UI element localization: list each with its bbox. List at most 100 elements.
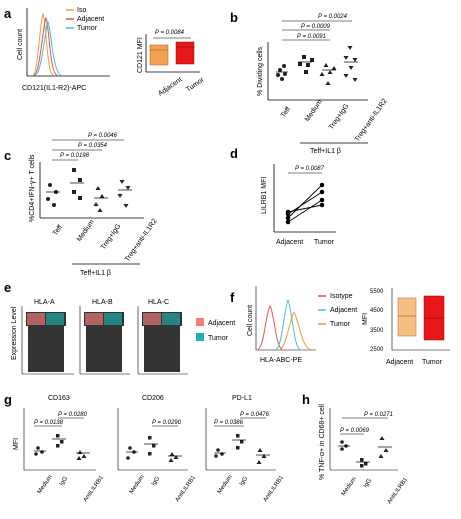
svg-text:AntiLILRB1: AntiLILRB1 xyxy=(83,474,106,503)
panel-f-cat-tumor: Tumor xyxy=(422,359,443,366)
panel-h-cat-igg: IgG xyxy=(363,478,374,490)
panel-c-cat-medium: Medium xyxy=(76,219,96,244)
panel-b-cat-medium: Medium xyxy=(304,99,324,124)
svg-text:P = 0.0290: P = 0.0290 xyxy=(152,420,182,426)
svg-text:IgG: IgG xyxy=(239,476,250,488)
panel-e: e HLA-A HLA-B HLA-C Ex xyxy=(4,280,235,375)
tumor-box xyxy=(175,41,195,65)
panel-b-pval-2: P = 0.0009 xyxy=(301,24,331,30)
panel-h-ylabel: % TNF-α+ in CD68+ cell xyxy=(319,404,326,480)
panel-a: a Cell count CD121(IL1-R2)-APC Iso Adjac… xyxy=(4,6,206,98)
panel-c-points xyxy=(46,168,131,212)
panel-h-cat-anti: AntiLILRB1 xyxy=(387,476,410,505)
panel-d-cat-tumor: Tumor xyxy=(314,239,335,246)
panel-b-cat-treg-anti: Treg+anti-IL1R2 xyxy=(354,98,389,143)
panel-h-p-top: P = 0.0271 xyxy=(364,412,393,418)
panel-h-points xyxy=(340,436,389,468)
svg-text:P = 0.0138: P = 0.0138 xyxy=(34,420,64,426)
svg-text:HLA-C: HLA-C xyxy=(148,299,169,306)
svg-text:P = 0.0476: P = 0.0476 xyxy=(240,412,270,418)
svg-text:Medium: Medium xyxy=(129,474,146,495)
panel-e-legend-tumor: Tumor xyxy=(208,335,229,342)
panel-e-ylabel: Expression Level xyxy=(11,306,18,360)
panel-c-letter: c xyxy=(4,148,11,163)
panel-b-pval-3: P = 0.0091 xyxy=(297,34,326,40)
panel-a-histogram: Cell count CD121(IL1-R2)-APC Iso Adjacen… xyxy=(17,7,110,92)
panel-g-cd163: CD163 P = 0.0280 P = 0.0138 Medium IgG A… xyxy=(23,395,106,503)
panel-d-ylabel: LILRB1 MFI xyxy=(261,177,268,214)
panel-a-hist-xlabel: CD121(IL1-R2)-APC xyxy=(22,85,86,92)
panel-f-legend-adjacent: Adjacent xyxy=(330,307,357,314)
panel-a-hist-ylabel: Cell count xyxy=(17,29,24,60)
svg-text:Medium: Medium xyxy=(37,474,54,495)
panel-b: b % Dividing cells P = 0.0024 P = 0.0009… xyxy=(230,10,389,155)
adjacent-box xyxy=(397,297,417,337)
panel-a-boxplot: P = 0.0084 CD121 MFI Adjacent Tumor xyxy=(137,30,206,98)
panel-c: c %CD4+IFN-γ+ T cells P = 0.0046 P = 0.0… xyxy=(4,133,159,277)
violin-hla-b: HLA-B xyxy=(79,299,130,375)
panel-f-letter: f xyxy=(230,290,235,305)
iso-curve xyxy=(32,12,54,76)
svg-text:AntiLILRB1: AntiLILRB1 xyxy=(263,474,286,503)
svg-text:HLA-A: HLA-A xyxy=(34,299,55,306)
panel-a-pvalue: P = 0.0084 xyxy=(155,30,185,36)
svg-text:2500: 2500 xyxy=(370,347,384,353)
panel-f-hist-ylabel: Cell count xyxy=(247,305,254,336)
svg-text:4500: 4500 xyxy=(370,308,384,314)
panel-c-cat-treg-anti: Treg+anti-IL1R2 xyxy=(124,218,159,263)
svg-text:3500: 3500 xyxy=(370,328,384,334)
legend-tumor: Tumor xyxy=(77,25,98,32)
panel-a-box-ylabel: CD121 MFI xyxy=(137,37,144,73)
panel-f-boxplot: 5500 4500 3500 2500 MFI Adjacent Tumor xyxy=(362,288,450,366)
svg-text:CD163: CD163 xyxy=(48,395,70,402)
svg-text:CD206: CD206 xyxy=(142,395,164,402)
panel-d-pairs xyxy=(285,182,325,225)
svg-text:P = 0.0386: P = 0.0386 xyxy=(214,420,244,426)
legend-iso: Iso xyxy=(77,7,86,14)
panel-h-cat-medium: Medium xyxy=(341,476,358,497)
panel-a-cat-tumor: Tumor xyxy=(185,76,206,94)
panel-e-legend-adjacent: Adjacent xyxy=(208,320,235,327)
panel-b-cat-treg-igg: Treg+IgG xyxy=(328,103,351,131)
adjacent-curve xyxy=(33,16,58,76)
panel-c-cat-teff: Teff xyxy=(52,224,64,237)
svg-text:5500: 5500 xyxy=(370,289,384,295)
panel-c-group-label: Teff+IL1 β xyxy=(80,270,111,277)
panel-b-ylabel: % Dividing cells xyxy=(257,46,264,96)
panel-h: h % TNF-α+ in CD68+ cell P = 0.0271 P = … xyxy=(302,392,409,505)
panel-g-ylabel: MFI xyxy=(13,438,20,450)
svg-text:IgG: IgG xyxy=(59,476,70,488)
adjacent-box xyxy=(149,44,169,66)
panel-d: d LILRB1 MFI P = 0.0087 Adjacent Tumor xyxy=(230,146,336,246)
panel-g: g MFI CD163 P = 0.0280 P = 0.0138 Medium… xyxy=(4,392,285,503)
panel-g-letter: g xyxy=(4,392,12,407)
panel-g-cd206: CD206 P = 0.0290 Medium IgG AntiLILRB1 xyxy=(117,395,198,503)
panel-f-legend-tumor: Tumor xyxy=(330,321,351,328)
panel-a-letter: a xyxy=(4,6,12,21)
panel-e-legend-tumor-swatch xyxy=(196,333,204,341)
panel-c-ylabel: %CD4+IFN-γ+ T cells xyxy=(29,154,36,222)
panel-f-histogram: Cell count HLA-ABC-PE xyxy=(247,286,316,364)
legend-adjacent: Adjacent xyxy=(77,16,104,23)
svg-text:AntiLILRB1: AntiLILRB1 xyxy=(175,474,198,503)
svg-text:IgG: IgG xyxy=(151,476,162,488)
panel-f-box-ylabel: MFI xyxy=(362,313,369,325)
panel-e-letter: e xyxy=(4,280,11,295)
panel-c-pval-1: P = 0.0046 xyxy=(88,133,118,139)
panel-a-cat-adjacent: Adjacent xyxy=(157,76,183,97)
panel-h-p-bottom: P = 0.0069 xyxy=(340,428,370,434)
panel-d-cat-adjacent: Adjacent xyxy=(276,239,303,246)
panel-c-pval-2: P = 0.0354 xyxy=(78,143,108,149)
panel-f: f Cell count HLA-ABC-PE Isotype Adjacent… xyxy=(230,286,450,366)
panel-c-cat-treg-igg: Treg+IgG xyxy=(100,223,123,251)
panel-g-pdl1: PD-L1 P = 0.0476 P = 0.0386 Medium IgG A… xyxy=(205,395,286,503)
violin-hla-a: HLA-A xyxy=(21,299,74,375)
panel-h-letter: h xyxy=(302,392,310,407)
panel-b-letter: b xyxy=(230,10,238,25)
panel-f-cat-adjacent: Adjacent xyxy=(386,359,413,366)
tumor-curve xyxy=(34,20,62,76)
panel-b-group-label: Teff+IL1 β xyxy=(310,148,341,155)
svg-text:P = 0.0280: P = 0.0280 xyxy=(58,412,88,418)
panel-b-points xyxy=(276,46,358,85)
